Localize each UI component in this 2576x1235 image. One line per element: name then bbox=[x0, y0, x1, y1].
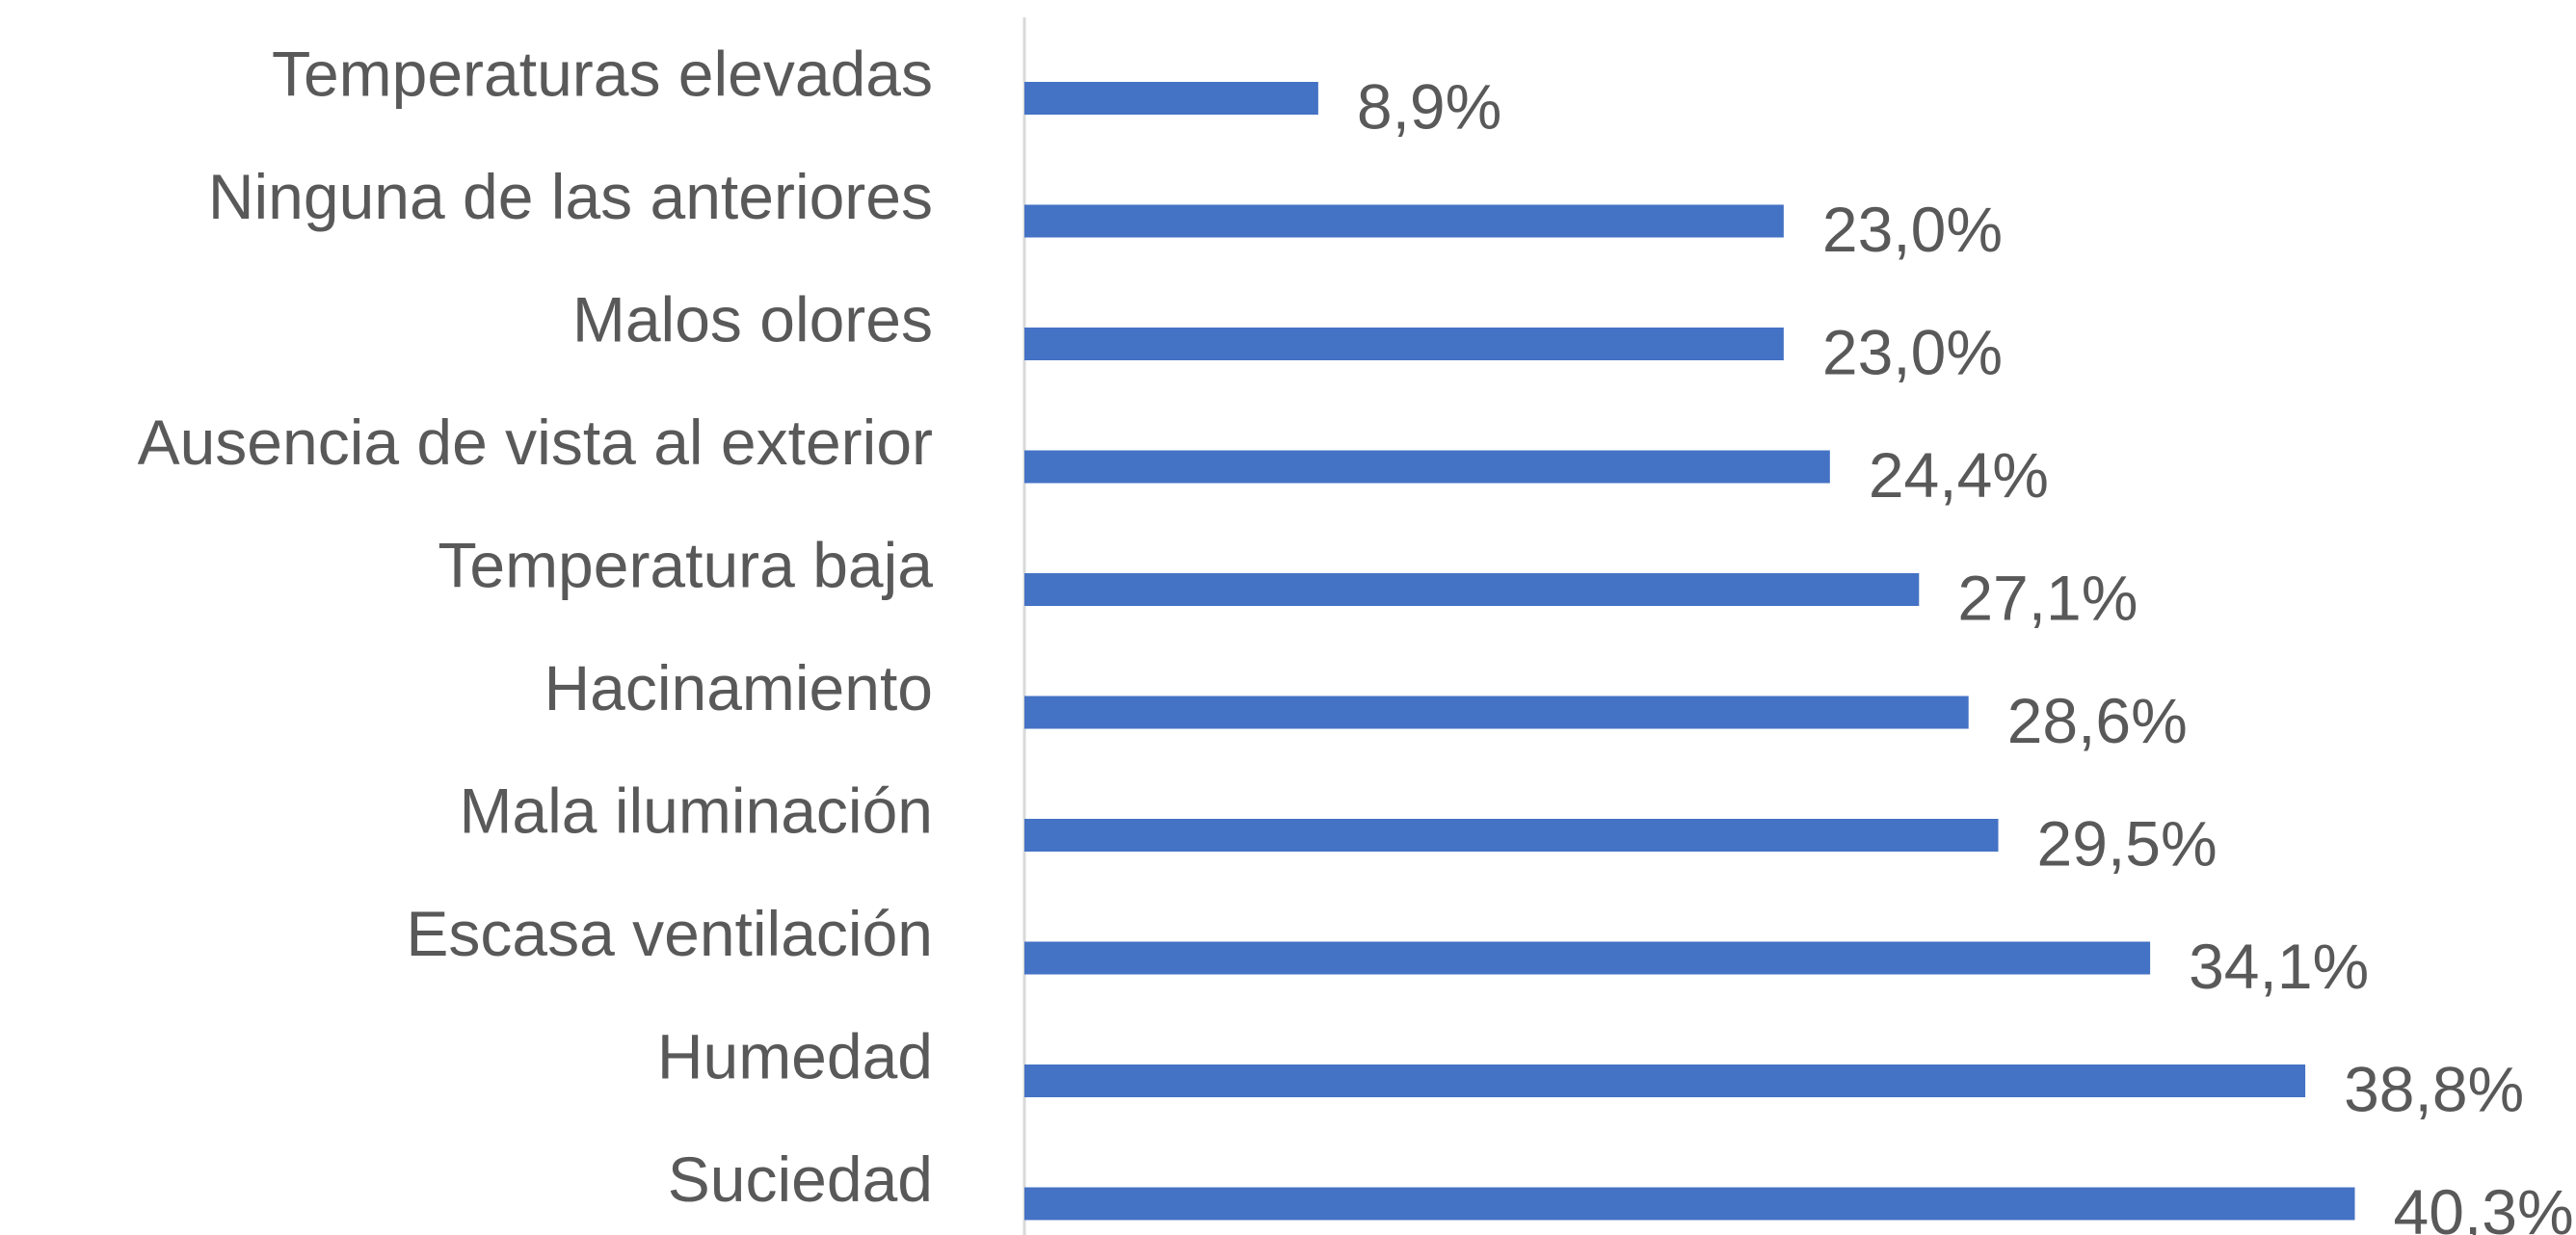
value-label: 34,1% bbox=[2189, 931, 2369, 1002]
category-label: Ninguna de las anteriores bbox=[208, 161, 933, 232]
value-label: 40,3% bbox=[2393, 1176, 2573, 1235]
value-label: 29,5% bbox=[2037, 807, 2217, 879]
category-label: Malos olores bbox=[572, 283, 933, 355]
category-label: Ausencia de vista al exterior bbox=[138, 407, 933, 478]
bar bbox=[1024, 819, 1999, 852]
category-label: Suciedad bbox=[668, 1143, 933, 1215]
value-label: 28,6% bbox=[2007, 685, 2188, 756]
value-label: 23,0% bbox=[1822, 316, 2003, 387]
bar bbox=[1024, 696, 1969, 729]
bar bbox=[1024, 204, 1784, 238]
bar bbox=[1024, 573, 1920, 606]
bar bbox=[1024, 450, 1830, 484]
value-label: 23,0% bbox=[1822, 194, 2003, 265]
bar bbox=[1024, 1064, 2306, 1097]
bar bbox=[1024, 328, 1784, 360]
value-label: 24,4% bbox=[1869, 439, 2049, 511]
bar bbox=[1024, 1187, 2355, 1221]
bar bbox=[1024, 82, 1318, 115]
bar bbox=[1024, 941, 2151, 975]
category-label: Mala iluminación bbox=[459, 775, 933, 846]
category-label: Temperaturas elevadas bbox=[272, 38, 933, 109]
value-label: 8,9% bbox=[1357, 70, 1501, 142]
value-label: 38,8% bbox=[2344, 1053, 2524, 1124]
category-label: Hacinamiento bbox=[544, 652, 933, 723]
value-label: 27,1% bbox=[1957, 562, 2138, 633]
category-label: Escasa ventilación bbox=[406, 898, 933, 969]
category-label: Humedad bbox=[657, 1020, 933, 1091]
category-label: Temperatura baja bbox=[438, 529, 933, 600]
